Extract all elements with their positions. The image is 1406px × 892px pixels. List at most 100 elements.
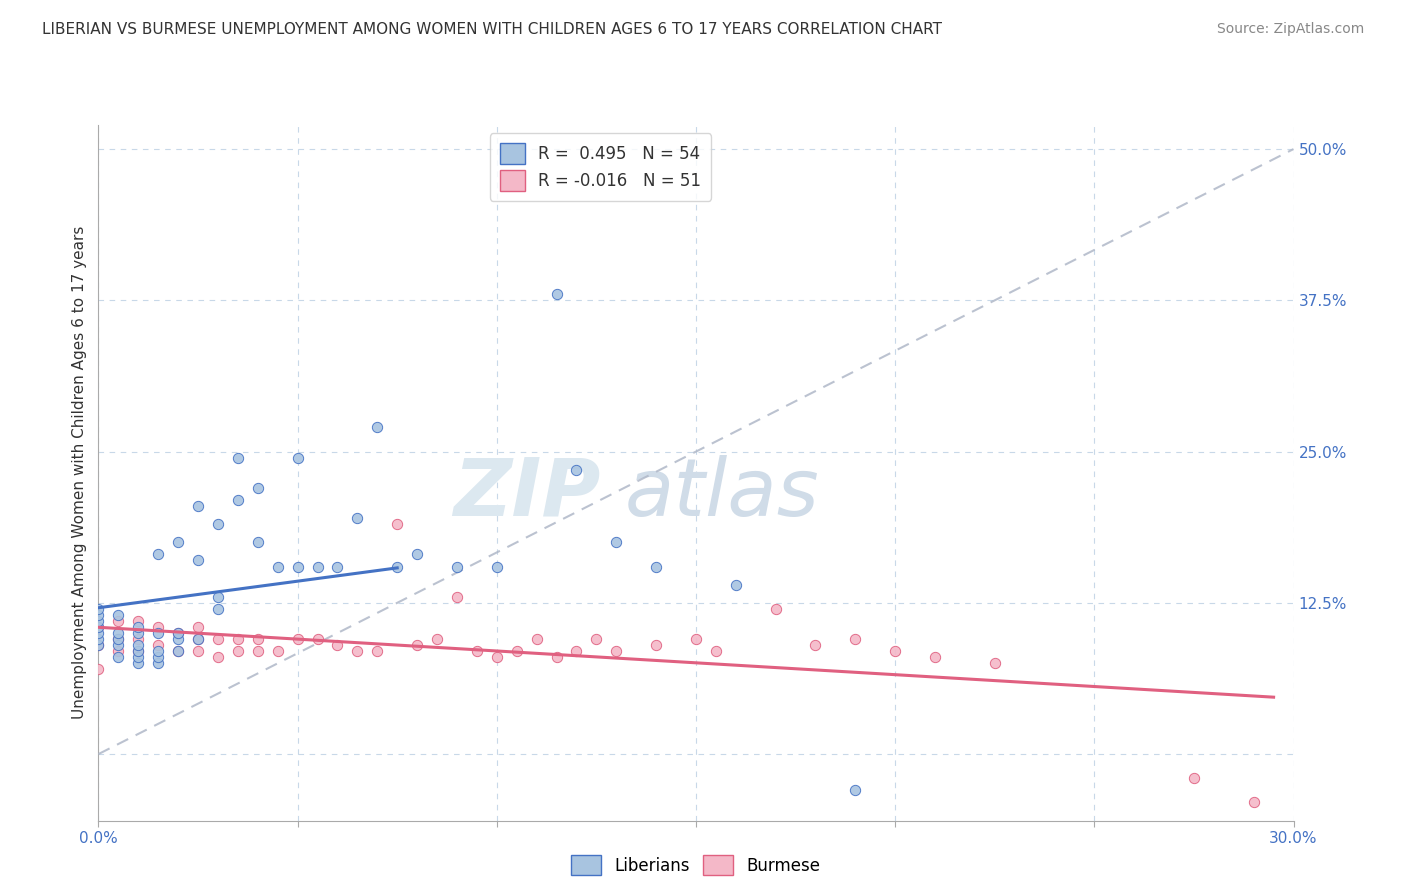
Point [87,614,110,628]
Y-axis label: Unemployment Among Women with Children Ages 6 to 17 years: Unemployment Among Women with Children A… [72,226,87,720]
Point [207,632,229,647]
Point [127,632,149,647]
Point [267,559,290,574]
Point [605,535,627,549]
Point [127,657,149,671]
Point [148,620,170,634]
Point [485,559,508,574]
Point [167,626,190,640]
Point [87,607,110,622]
Point [187,499,209,513]
Point [465,644,488,658]
Point [346,644,368,658]
Point [426,632,449,647]
Point [506,644,529,658]
Point [645,638,668,652]
Point [107,626,129,640]
Point [287,559,309,574]
Point [226,644,249,658]
Point [87,620,110,634]
Point [167,632,190,647]
Point [127,626,149,640]
Point [724,577,747,591]
Point [207,590,229,604]
Point [187,632,209,647]
Point [246,632,269,647]
Point [406,548,429,562]
Point [287,450,309,465]
Point [148,548,170,562]
Legend: Liberians, Burmese: Liberians, Burmese [565,848,827,882]
Point [844,783,866,797]
Point [984,657,1007,671]
Point [924,650,946,665]
Point [267,644,290,658]
Point [87,632,110,647]
Point [167,535,190,549]
Point [246,644,269,658]
Point [107,632,129,647]
Point [685,632,707,647]
Point [148,650,170,665]
Text: ZIP: ZIP [453,455,600,533]
Point [246,535,269,549]
Point [546,287,568,301]
Point [107,632,129,647]
Point [526,632,548,647]
Point [127,638,149,652]
Point [645,559,668,574]
Point [406,638,429,652]
Point [167,626,190,640]
Point [148,657,170,671]
Point [187,553,209,567]
Point [804,638,827,652]
Point [148,638,170,652]
Point [485,650,508,665]
Point [605,644,627,658]
Point [127,644,149,658]
Point [87,638,110,652]
Point [246,481,269,495]
Point [226,493,249,508]
Point [107,614,129,628]
Point [385,559,409,574]
Point [704,644,727,658]
Point [187,620,209,634]
Point [187,632,209,647]
Point [107,638,129,652]
Point [127,644,149,658]
Point [385,517,409,532]
Point [565,463,588,477]
Point [446,590,468,604]
Point [187,644,209,658]
Point [167,644,190,658]
Point [148,644,170,658]
Point [1243,796,1265,810]
Point [107,607,129,622]
Point [127,620,149,634]
Point [565,644,588,658]
Point [884,644,907,658]
Point [765,602,787,616]
Point [307,632,329,647]
Point [226,632,249,647]
Point [326,638,349,652]
Point [446,559,468,574]
Point [127,614,149,628]
Point [167,644,190,658]
Text: atlas: atlas [624,455,820,533]
Point [148,626,170,640]
Point [366,420,388,434]
Point [87,662,110,676]
Point [107,650,129,665]
Point [844,632,866,647]
Point [326,559,349,574]
Point [207,517,229,532]
Point [87,602,110,616]
Point [207,602,229,616]
Point [87,620,110,634]
Point [87,626,110,640]
Point [127,650,149,665]
Point [107,644,129,658]
Point [207,650,229,665]
